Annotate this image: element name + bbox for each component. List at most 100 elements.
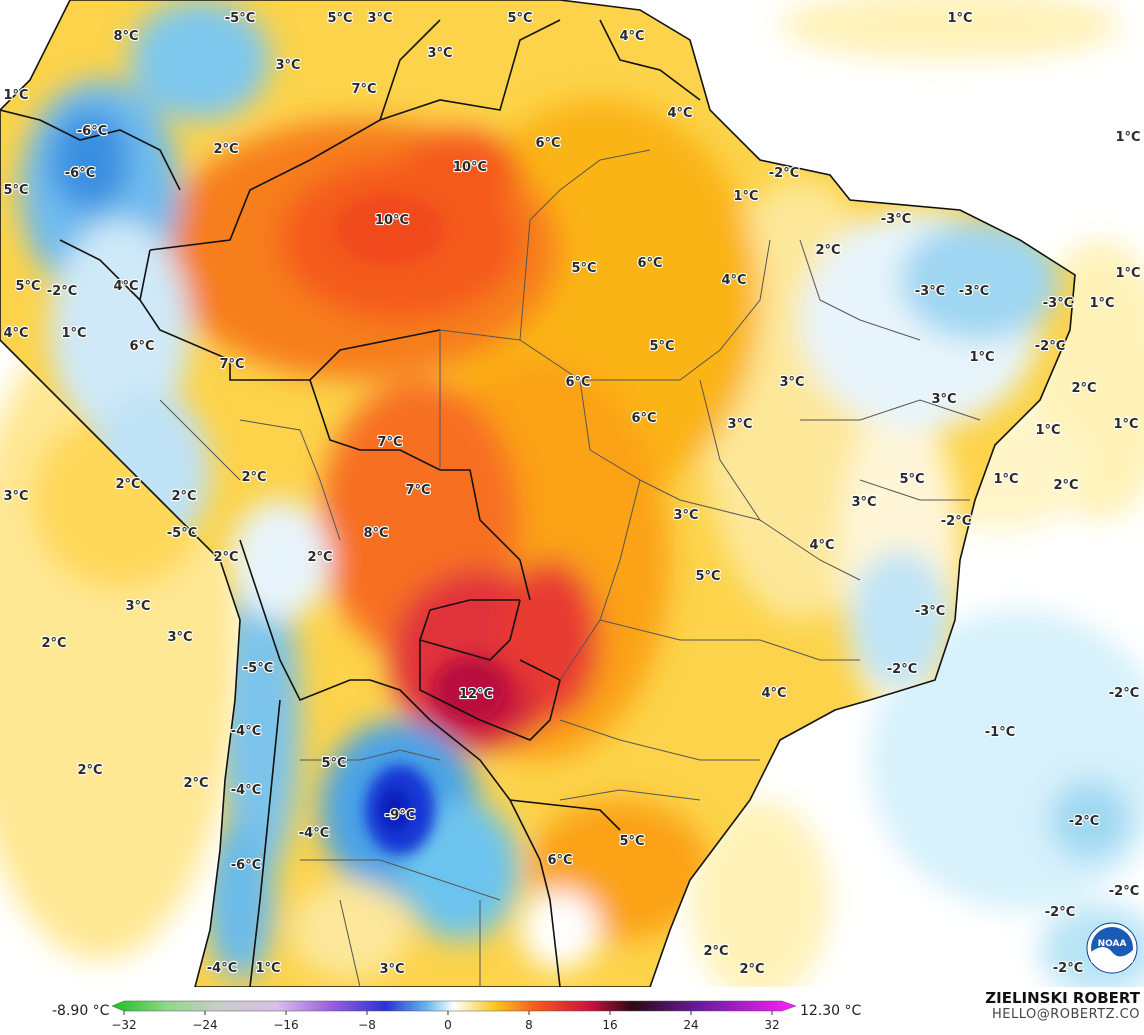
temperature-label: 1°C [1089, 296, 1114, 311]
colorbar-tick-label: 16 [602, 1018, 617, 1032]
temperature-label: -5°C [167, 526, 197, 541]
temperature-label: 3°C [125, 599, 150, 614]
temperature-label: 2°C [815, 243, 840, 258]
temperature-label: 4°C [619, 29, 644, 44]
temperature-label: 5°C [3, 183, 28, 198]
temperature-label: 2°C [739, 962, 764, 977]
temperature-label: 1°C [255, 961, 280, 976]
temperature-label: 6°C [129, 339, 154, 354]
temperature-label: 10°C [375, 213, 409, 228]
state-borders [159, 149, 981, 987]
temperature-label: 6°C [637, 256, 662, 271]
temperature-label: 6°C [565, 375, 590, 390]
temperature-label: -2°C [1045, 905, 1075, 920]
colorbar-tick-label: 24 [683, 1018, 698, 1032]
temperature-label: 12°C [459, 687, 493, 702]
temperature-label: 1°C [1115, 266, 1140, 281]
temperature-label: -2°C [47, 284, 77, 299]
temperature-label: 2°C [171, 489, 196, 504]
temperature-label: 2°C [1053, 478, 1078, 493]
temperature-label: 6°C [547, 853, 572, 868]
temperature-label: 1°C [947, 11, 972, 26]
temperature-label: 7°C [405, 483, 430, 498]
colorbar-tick-label: 32 [764, 1018, 779, 1032]
colorbar-ticks: −32 −24 −16 −8 0 8 16 24 32 [111, 1011, 780, 1032]
temperature-label: 4°C [809, 538, 834, 553]
temperature-label: 1°C [61, 326, 86, 341]
temperature-anomaly-map: 5°C 3°C -5°C 5°C 1°C 8°C 3°C 4°C 3°C 7°C 1°C 4°C -6°… [0, 0, 1144, 987]
temperature-label: 1°C [1113, 417, 1138, 432]
temperature-label: 3°C [673, 508, 698, 523]
legend-bar: -8.90 °C [0, 987, 1144, 1035]
temperature-label: -2°C [1109, 884, 1139, 899]
temperature-label: 3°C [3, 489, 28, 504]
noaa-logo-text: NOAA [1098, 939, 1127, 949]
temperature-label: 4°C [761, 686, 786, 701]
temperature-label: -4°C [299, 826, 329, 841]
temperature-label: -6°C [65, 166, 95, 181]
temperature-label: 10°C [453, 160, 487, 175]
temperature-label: -2°C [941, 514, 971, 529]
colorbar-min-label: -8.90 °C [52, 1003, 110, 1019]
noaa-logo: NOAA [1086, 922, 1138, 974]
temperature-label: -4°C [207, 961, 237, 976]
temperature-label: 3°C [275, 58, 300, 73]
temperature-label: 3°C [727, 417, 752, 432]
colorbar-strip [111, 1000, 797, 1012]
temperature-label: 2°C [41, 636, 66, 651]
temperature-label: 1°C [1115, 130, 1140, 145]
temperature-label: 5°C [321, 756, 346, 771]
temperature-label: 2°C [213, 142, 238, 157]
temperature-label: -9°C [385, 808, 415, 823]
temperature-label: -4°C [231, 783, 261, 798]
temperature-label: 5°C [695, 569, 720, 584]
temperature-label: 1°C [733, 189, 758, 204]
temperature-label: -5°C [225, 11, 255, 26]
temperature-label: 3°C [167, 630, 192, 645]
temperature-label: 2°C [77, 763, 102, 778]
temperature-label: 5°C [619, 834, 644, 849]
colorbar-max-label: 12.30 °C [800, 1003, 862, 1019]
temperature-label: 6°C [535, 136, 560, 151]
temperature-label: -2°C [1069, 814, 1099, 829]
temperature-labels: 5°C 3°C -5°C 5°C 1°C 8°C 3°C 4°C 3°C 7°C 1°C 4°C -6°… [2, 10, 1141, 978]
temperature-label: 3°C [931, 392, 956, 407]
temperature-label: -2°C [887, 662, 917, 677]
colorbar: −32 −24 −16 −8 0 8 16 24 32 [111, 1000, 797, 1032]
credit-name: ZIELINSKI ROBERT [985, 989, 1140, 1007]
colorbar-tick-label: −32 [111, 1018, 136, 1032]
temperature-label: -4°C [231, 724, 261, 739]
colorbar-tick-label: 0 [444, 1018, 452, 1032]
temperature-label: 2°C [115, 477, 140, 492]
temperature-label: -6°C [77, 124, 107, 139]
credit-email: HELLO@ROBERTZ.CO [991, 1007, 1140, 1022]
temperature-label: 5°C [327, 11, 352, 26]
temperature-label: 1°C [993, 472, 1018, 487]
temperature-label: 6°C [631, 411, 656, 426]
temperature-label: 2°C [307, 550, 332, 565]
temperature-label: 4°C [3, 326, 28, 341]
temperature-label: 7°C [377, 435, 402, 450]
temperature-label: -3°C [915, 284, 945, 299]
temperature-label: 3°C [379, 962, 404, 977]
temperature-label: 5°C [649, 339, 674, 354]
colorbar-tick-label: −16 [273, 1018, 298, 1032]
temperature-label: 3°C [367, 11, 392, 26]
temperature-label: 8°C [363, 526, 388, 541]
temperature-label: 2°C [183, 776, 208, 791]
temperature-label: 1°C [1035, 423, 1060, 438]
temperature-label: 4°C [721, 273, 746, 288]
temperature-label: -2°C [1109, 686, 1139, 701]
temperature-label: 8°C [113, 29, 138, 44]
temperature-label: 4°C [667, 106, 692, 121]
colorbar-tick-label: −24 [192, 1018, 217, 1032]
temperature-label: 3°C [779, 375, 804, 390]
temperature-label: 2°C [213, 550, 238, 565]
temperature-label: 7°C [351, 82, 376, 97]
temperature-label: -2°C [1053, 961, 1083, 976]
temperature-label: 3°C [427, 46, 452, 61]
temperature-label: 4°C [113, 279, 138, 294]
temperature-label: 7°C [219, 357, 244, 372]
colorbar-tick-label: −8 [358, 1018, 376, 1032]
